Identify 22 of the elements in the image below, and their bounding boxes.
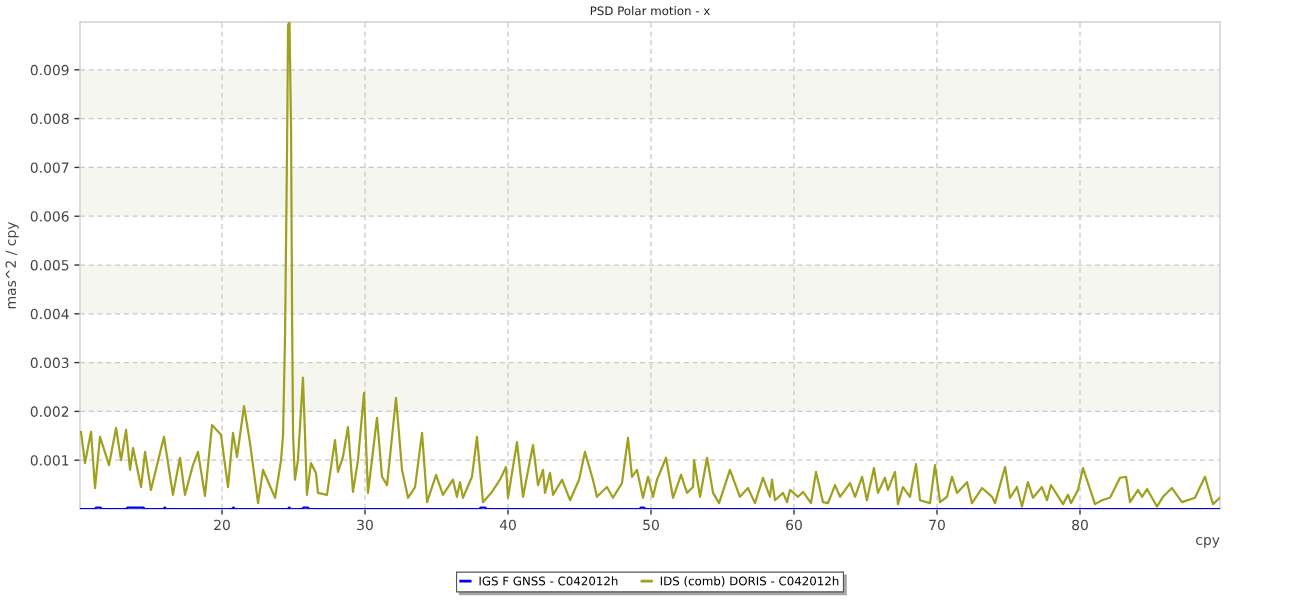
x-axis-title: cpy bbox=[1196, 537, 1220, 548]
chart-title: PSD Polar motion - x bbox=[590, 6, 710, 16]
y-tick-label: 0.004 bbox=[30, 308, 69, 320]
y-tick-label: 0.002 bbox=[30, 406, 69, 417]
y-tick-label: 0.005 bbox=[30, 259, 69, 271]
y-tick-label: 0.006 bbox=[30, 211, 69, 222]
x-tick-label: 70 bbox=[929, 519, 945, 531]
x-tick-label: 40 bbox=[499, 519, 516, 531]
y-axis-title: mas^2 / cpy bbox=[5, 221, 19, 309]
y-tick-label: 0.001 bbox=[30, 455, 69, 466]
x-tick-label: 80 bbox=[1072, 519, 1088, 531]
x-tick-label: 20 bbox=[214, 519, 230, 531]
y-tick-label: 0.003 bbox=[30, 357, 69, 369]
line-series bbox=[80, 22, 1220, 508]
x-tick-label: 30 bbox=[357, 519, 373, 531]
y-tick-label: 0.009 bbox=[30, 64, 69, 76]
y-tick-label: 0.007 bbox=[30, 162, 69, 173]
y-tick-label: 0.008 bbox=[30, 113, 69, 125]
x-tick-label: 50 bbox=[643, 519, 659, 531]
legend-label: IGS F GNSS - C042012h bbox=[479, 576, 618, 586]
x-tick-label: 60 bbox=[786, 519, 802, 531]
legend-label: IDS (comb) DORIS - C042012h bbox=[660, 576, 839, 587]
